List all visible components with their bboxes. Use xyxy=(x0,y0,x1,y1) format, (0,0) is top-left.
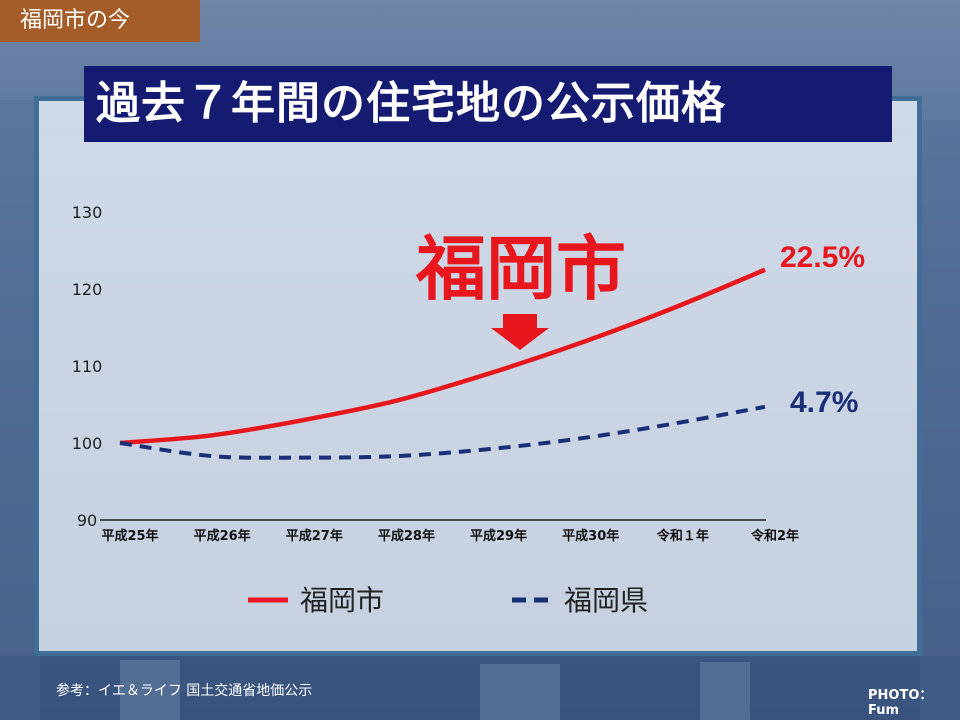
x-tick-label: 平成29年 xyxy=(470,528,527,544)
series-line-fukuoka-city xyxy=(119,267,766,446)
y-tick-label: 110 xyxy=(72,357,103,376)
x-tick-label: 平成26年 xyxy=(194,528,251,544)
y-tick-label: 90 xyxy=(77,511,97,530)
x-tick-label: 平成28年 xyxy=(378,528,435,544)
x-tick-label: 平成30年 xyxy=(562,528,619,544)
down-arrow-icon xyxy=(491,314,549,350)
source-note: 参考：イエ＆ライフ 国土交通省地価公示 xyxy=(56,683,313,699)
series-end-label: 4.7% xyxy=(790,386,858,419)
x-tick-label: 平成27年 xyxy=(286,528,343,544)
annotation-label: 福岡市 xyxy=(415,228,626,310)
series-line-fukuoka-pref xyxy=(119,404,766,460)
legend-label: 福岡市 xyxy=(300,584,384,617)
x-tick-label: 令和2年 xyxy=(751,528,799,544)
x-tick-label: 令和１年 xyxy=(657,528,709,544)
slide-title: 過去７年間の住宅地の公示価格 xyxy=(84,66,892,142)
y-tick-label: 130 xyxy=(72,203,103,222)
legend-label: 福岡県 xyxy=(564,584,648,617)
photo-credit: PHOTO：Fum xyxy=(868,688,933,718)
series-end-label: 22.5% xyxy=(780,241,865,274)
section-tag: 福岡市の今 xyxy=(0,0,200,42)
y-tick-label: 120 xyxy=(72,280,103,299)
y-tick-label: 100 xyxy=(72,434,103,453)
x-tick-label: 平成25年 xyxy=(101,528,158,544)
